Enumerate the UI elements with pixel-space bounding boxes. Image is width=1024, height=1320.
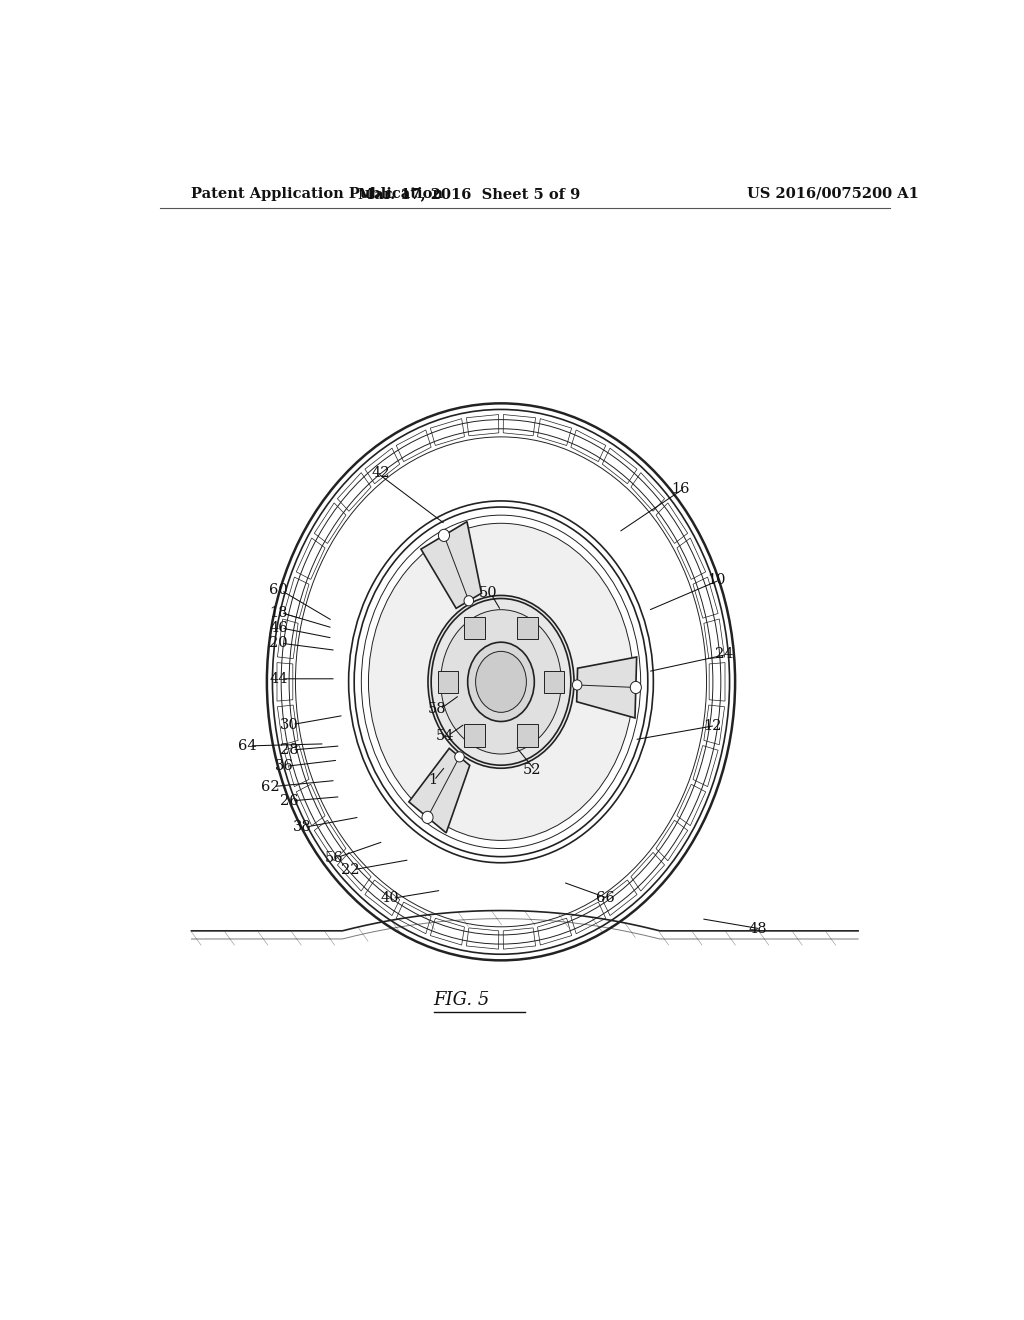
Polygon shape (577, 657, 637, 718)
FancyBboxPatch shape (517, 725, 538, 747)
Text: 22: 22 (341, 863, 359, 876)
Text: 62: 62 (261, 780, 280, 793)
Text: 12: 12 (703, 718, 722, 733)
FancyBboxPatch shape (464, 616, 484, 639)
Text: 42: 42 (372, 466, 390, 480)
Text: 60: 60 (269, 583, 288, 598)
Ellipse shape (630, 681, 641, 693)
Ellipse shape (455, 752, 464, 762)
Text: 28: 28 (281, 743, 299, 756)
Ellipse shape (440, 610, 561, 754)
Text: US 2016/0075200 A1: US 2016/0075200 A1 (748, 187, 919, 201)
FancyBboxPatch shape (437, 671, 458, 693)
Text: 56: 56 (325, 850, 343, 865)
Text: 16: 16 (672, 482, 690, 496)
Text: 36: 36 (274, 759, 294, 774)
Ellipse shape (428, 595, 574, 768)
Text: 20: 20 (269, 636, 288, 651)
Text: 58: 58 (428, 702, 446, 717)
Text: 38: 38 (293, 820, 312, 834)
Text: 50: 50 (479, 586, 498, 601)
Ellipse shape (369, 523, 634, 841)
Polygon shape (421, 521, 481, 609)
Text: Patent Application Publication: Patent Application Publication (191, 187, 443, 201)
FancyBboxPatch shape (544, 671, 564, 693)
Text: 1: 1 (428, 774, 437, 788)
Ellipse shape (431, 598, 570, 766)
Polygon shape (409, 748, 470, 833)
Text: 26: 26 (281, 793, 299, 808)
Text: 44: 44 (269, 672, 288, 686)
FancyBboxPatch shape (464, 725, 484, 747)
Text: 66: 66 (596, 891, 615, 906)
Ellipse shape (468, 643, 535, 722)
FancyBboxPatch shape (517, 616, 538, 639)
Text: 30: 30 (281, 718, 299, 731)
Text: 52: 52 (523, 763, 542, 777)
Ellipse shape (438, 529, 450, 541)
Text: 40: 40 (380, 891, 399, 906)
Ellipse shape (422, 812, 433, 824)
Ellipse shape (572, 680, 582, 690)
Ellipse shape (475, 651, 526, 713)
Text: 18: 18 (269, 606, 288, 619)
Text: 54: 54 (436, 729, 455, 743)
Text: FIG. 5: FIG. 5 (433, 991, 489, 1008)
Text: 24: 24 (715, 647, 734, 661)
Text: 46: 46 (269, 620, 288, 635)
Text: 48: 48 (749, 921, 767, 936)
Text: 64: 64 (238, 739, 256, 752)
Text: Mar. 17, 2016  Sheet 5 of 9: Mar. 17, 2016 Sheet 5 of 9 (358, 187, 581, 201)
Ellipse shape (464, 595, 473, 606)
Text: 10: 10 (708, 573, 726, 587)
